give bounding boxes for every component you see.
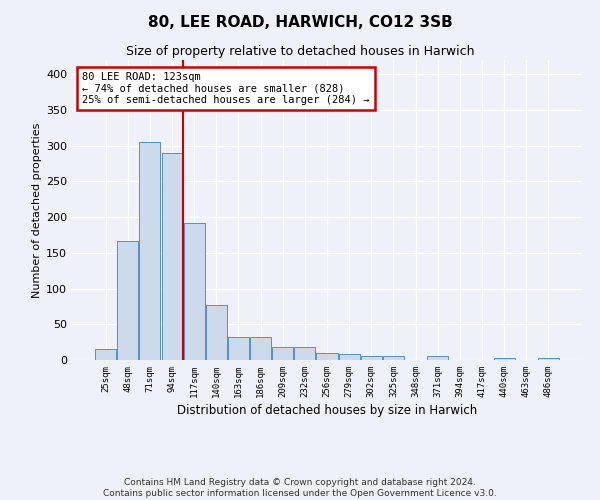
Bar <box>427 356 448 360</box>
Bar <box>538 358 559 360</box>
Bar <box>494 358 515 360</box>
Bar <box>118 242 139 360</box>
Bar <box>206 305 227 360</box>
Bar <box>383 356 404 360</box>
Bar <box>295 347 316 360</box>
Text: 80, LEE ROAD, HARWICH, CO12 3SB: 80, LEE ROAD, HARWICH, CO12 3SB <box>148 15 452 30</box>
Y-axis label: Number of detached properties: Number of detached properties <box>32 122 42 298</box>
Text: 80 LEE ROAD: 123sqm
← 74% of detached houses are smaller (828)
25% of semi-detac: 80 LEE ROAD: 123sqm ← 74% of detached ho… <box>82 72 370 105</box>
Bar <box>95 350 116 360</box>
Bar <box>228 337 249 360</box>
Bar <box>316 353 338 360</box>
Text: Size of property relative to detached houses in Harwich: Size of property relative to detached ho… <box>126 45 474 58</box>
Bar <box>139 142 160 360</box>
Bar <box>361 356 382 360</box>
X-axis label: Distribution of detached houses by size in Harwich: Distribution of detached houses by size … <box>177 404 477 417</box>
Bar <box>161 153 182 360</box>
Bar <box>250 337 271 360</box>
Bar <box>272 347 293 360</box>
Text: Contains HM Land Registry data © Crown copyright and database right 2024.
Contai: Contains HM Land Registry data © Crown c… <box>103 478 497 498</box>
Bar <box>184 223 205 360</box>
Bar <box>338 354 359 360</box>
